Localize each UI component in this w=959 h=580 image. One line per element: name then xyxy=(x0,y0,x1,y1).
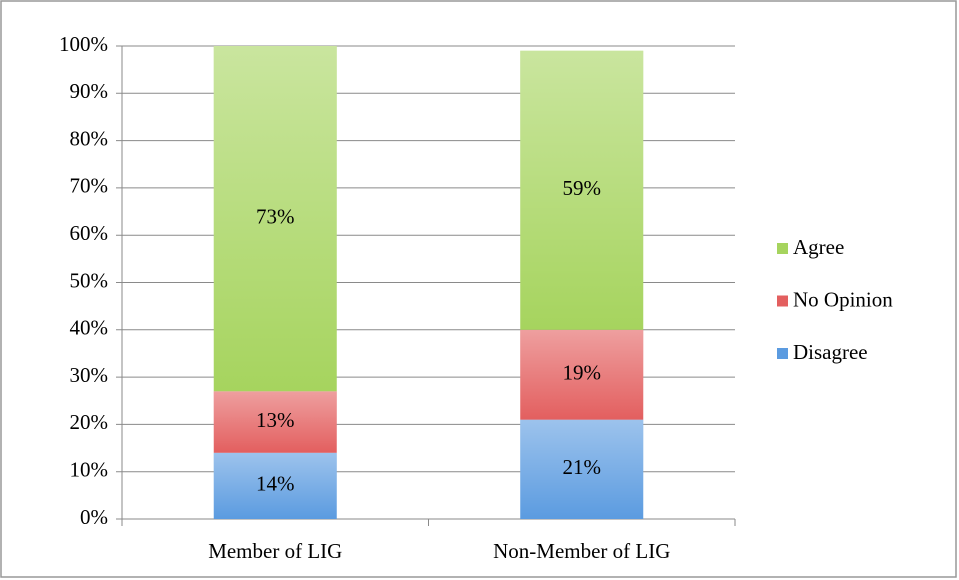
y-tick-label: 40% xyxy=(70,316,109,340)
y-tick-label: 10% xyxy=(70,458,109,482)
y-tick-label: 30% xyxy=(70,363,109,387)
value-label: 13% xyxy=(256,408,295,432)
value-label: 19% xyxy=(563,361,602,385)
legend-swatch xyxy=(777,348,788,359)
legend-label: Disagree xyxy=(793,340,868,364)
bar-shade xyxy=(520,419,644,519)
bar-shade xyxy=(520,329,644,420)
bar-shade xyxy=(213,452,337,519)
y-tick-label: 90% xyxy=(70,79,109,103)
value-label: 73% xyxy=(256,204,295,228)
legend-swatch xyxy=(777,295,788,307)
y-tick-label: 20% xyxy=(70,410,109,434)
x-tick-label: Non-Member of LIG xyxy=(493,539,670,563)
legend-label: Agree xyxy=(793,235,844,259)
bar-shade xyxy=(213,46,337,392)
y-tick-label: 0% xyxy=(80,505,108,529)
value-label: 59% xyxy=(563,176,602,200)
y-tick-label: 80% xyxy=(70,126,109,150)
legend-swatch xyxy=(777,243,788,254)
y-tick-label: 100% xyxy=(59,32,108,56)
y-tick-label: 70% xyxy=(70,174,109,198)
value-label: 14% xyxy=(256,472,295,496)
bar-shade xyxy=(520,50,644,330)
x-tick-label: Member of LIG xyxy=(208,539,342,563)
bar-shade xyxy=(213,391,337,453)
y-tick-label: 50% xyxy=(70,268,109,292)
legend-label: No Opinion xyxy=(793,287,893,311)
y-tick-label: 60% xyxy=(70,221,109,245)
value-label: 21% xyxy=(563,455,602,479)
